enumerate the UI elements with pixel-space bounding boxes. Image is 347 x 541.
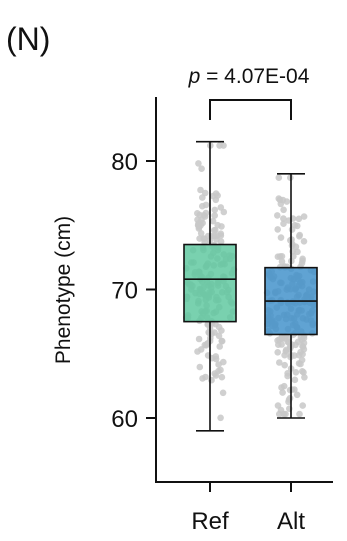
data-point bbox=[288, 226, 296, 233]
data-point bbox=[207, 232, 215, 240]
significance-bracket bbox=[209, 99, 292, 120]
data-point bbox=[211, 212, 218, 219]
data-point bbox=[294, 248, 301, 256]
data-point bbox=[280, 206, 287, 214]
data-point bbox=[301, 374, 308, 381]
data-point bbox=[202, 209, 210, 217]
data-point bbox=[198, 216, 205, 224]
data-point bbox=[215, 332, 223, 340]
data-point bbox=[299, 402, 307, 409]
data-point bbox=[296, 231, 304, 239]
data-point bbox=[279, 389, 286, 396]
boxes bbox=[183, 140, 318, 432]
data-point bbox=[215, 361, 222, 368]
data-point bbox=[218, 337, 226, 345]
y-axis-label: Phenotype (cm) bbox=[52, 216, 75, 364]
x-tick-label-alt: Alt bbox=[277, 508, 305, 535]
data-point bbox=[288, 386, 296, 393]
data-point bbox=[274, 212, 281, 219]
data-point bbox=[209, 217, 217, 225]
data-point bbox=[201, 341, 209, 349]
data-point bbox=[274, 226, 282, 233]
data-point bbox=[276, 336, 283, 343]
data-point bbox=[296, 410, 303, 418]
data-point bbox=[218, 373, 226, 381]
data-point bbox=[295, 215, 303, 223]
panel-label: (N) bbox=[6, 21, 50, 57]
data-point bbox=[197, 186, 204, 194]
data-point bbox=[194, 210, 201, 217]
data-point bbox=[217, 414, 224, 422]
data-point bbox=[294, 338, 302, 346]
data-point bbox=[282, 346, 290, 354]
data-point bbox=[278, 384, 285, 391]
data-point bbox=[220, 208, 228, 216]
data-point bbox=[284, 370, 291, 377]
data-point bbox=[219, 389, 227, 397]
y-tick-label-60: 60 bbox=[111, 406, 138, 433]
data-point bbox=[210, 227, 218, 234]
data-point bbox=[291, 376, 299, 384]
data-point bbox=[293, 391, 301, 399]
data-point bbox=[274, 349, 282, 356]
data-point bbox=[286, 394, 294, 402]
data-point bbox=[218, 327, 225, 334]
data-point bbox=[278, 258, 286, 265]
data-point bbox=[280, 215, 287, 222]
data-point bbox=[283, 198, 291, 205]
data-point bbox=[275, 341, 282, 349]
data-point bbox=[300, 213, 308, 220]
p-value-annotation: p = 4.07E-04 bbox=[188, 65, 310, 120]
data-point bbox=[201, 189, 209, 197]
x-tick-label-ref: Ref bbox=[191, 508, 229, 535]
data-point bbox=[299, 257, 306, 265]
x-ticks: Ref Alt bbox=[191, 482, 305, 535]
data-point bbox=[202, 201, 210, 209]
data-point bbox=[217, 232, 225, 239]
data-point bbox=[276, 359, 283, 366]
data-point bbox=[198, 165, 205, 172]
data-point bbox=[211, 206, 219, 214]
iqr-box bbox=[183, 243, 237, 323]
data-point bbox=[280, 220, 287, 227]
data-point bbox=[300, 238, 308, 245]
data-point bbox=[274, 253, 282, 260]
data-point bbox=[194, 222, 202, 229]
box-ref bbox=[183, 140, 237, 432]
p-value-label: p = 4.07E-04 bbox=[188, 65, 310, 88]
data-point bbox=[202, 373, 209, 381]
data-point bbox=[277, 234, 285, 241]
data-point bbox=[300, 369, 307, 376]
data-point bbox=[212, 190, 220, 197]
data-point bbox=[196, 363, 204, 371]
data-point bbox=[212, 372, 220, 379]
data-point bbox=[295, 360, 303, 367]
data-point bbox=[216, 343, 223, 350]
y-tick-label-70: 70 bbox=[111, 278, 138, 305]
data-point bbox=[208, 330, 215, 338]
y-ticks: 60 70 80 bbox=[111, 149, 156, 433]
data-point bbox=[280, 410, 288, 418]
data-point bbox=[300, 339, 308, 347]
y-tick-label-80: 80 bbox=[111, 149, 138, 176]
data-point bbox=[292, 369, 300, 376]
data-point bbox=[200, 235, 207, 242]
data-point bbox=[281, 361, 289, 369]
data-point bbox=[275, 195, 283, 202]
data-point bbox=[291, 352, 298, 359]
data-point bbox=[195, 335, 203, 343]
data-point bbox=[216, 142, 223, 149]
box-alt bbox=[264, 173, 318, 419]
data-point bbox=[300, 334, 308, 342]
data-point bbox=[195, 160, 202, 167]
data-point bbox=[214, 221, 221, 229]
data-point bbox=[300, 346, 308, 353]
data-point bbox=[275, 174, 283, 181]
